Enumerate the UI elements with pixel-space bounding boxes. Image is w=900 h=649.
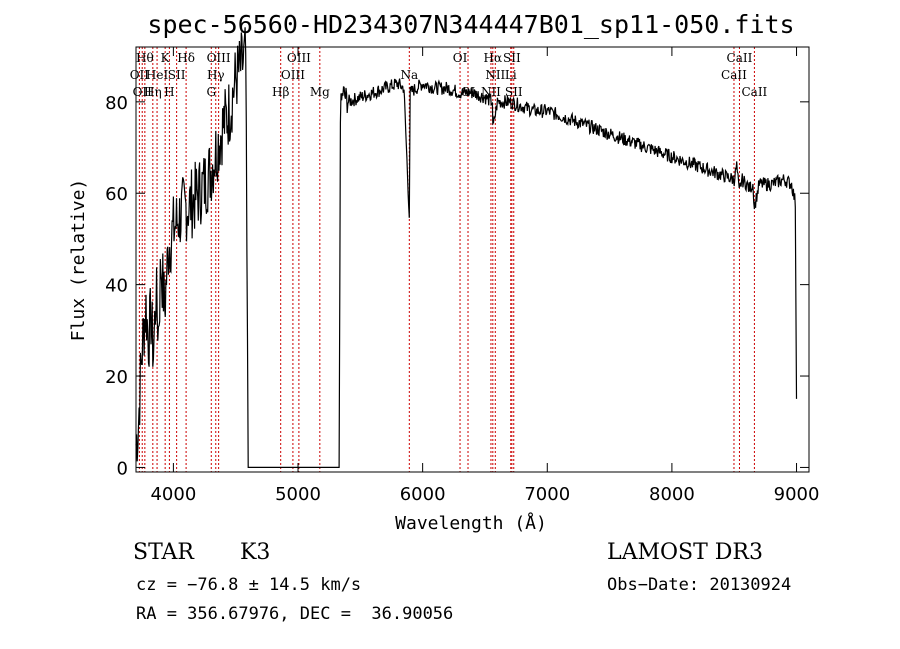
line-label: Mg (310, 85, 330, 99)
line-label: SII (168, 68, 186, 82)
x-tick-label: 6000 (400, 484, 446, 505)
x-axis-ticks: 4000 5000 6000 7000 8000 9000 (150, 47, 819, 505)
plot-frame (135, 46, 810, 473)
y-axis-label: Flux (relative) (68, 179, 89, 342)
x-axis-label: Wavelength (Å) (395, 512, 547, 534)
line-label: CaII (741, 85, 767, 99)
y-tick-label: 40 (105, 276, 128, 297)
y-axis-ticks: 0 20 40 60 80 (105, 93, 809, 479)
line-label: SII (503, 51, 521, 65)
line-label: OIII (287, 51, 311, 65)
object-class: STAR (133, 540, 194, 565)
line-label: Hγ (207, 68, 225, 82)
line-label: H (164, 85, 174, 99)
y-tick-label: 0 (117, 458, 128, 479)
x-tick-label: 7000 (524, 484, 570, 505)
redshift-cz: cz = −76.8 ± 14.5 km/s (136, 575, 362, 595)
line-label: OII (133, 85, 153, 99)
line-label: SII (505, 85, 523, 99)
line-label: Hδ (177, 51, 195, 65)
line-label: G (206, 85, 216, 99)
x-tick-label: 9000 (774, 484, 820, 505)
coordinates: RA = 356.67976, DEC = 36.90056 (136, 604, 454, 624)
y-tick-label: 60 (105, 184, 128, 205)
line-label: Hθ (136, 51, 154, 65)
line-label: Hα (484, 51, 503, 65)
line-label: HeI (146, 68, 169, 82)
x-tick-label: 8000 (649, 484, 695, 505)
line-label: OIII (281, 68, 305, 82)
line-label: Hη (144, 85, 162, 99)
line-label: CaII (727, 51, 753, 65)
line-label: CaII (721, 68, 747, 82)
line-label: Li (505, 68, 517, 82)
spectrum-line (135, 27, 798, 468)
x-tick-label: 4000 (150, 484, 196, 505)
y-tick-label: 80 (105, 93, 128, 114)
survey-name: LAMOST DR3 (607, 540, 763, 565)
observation-date: Obs−Date: 20130924 (607, 575, 792, 595)
line-label: OII (130, 68, 150, 82)
line-label: OIII (207, 51, 231, 65)
y-tick-label: 20 (105, 367, 128, 388)
chart-title: spec-56560-HD234307N344447B01_sp11-050.f… (147, 10, 794, 39)
line-label: Hβ (272, 85, 289, 99)
line-label: NII (485, 68, 505, 82)
line-label: OI (453, 51, 468, 65)
line-label: Na (400, 68, 418, 82)
emission-line-markers (138, 47, 755, 472)
object-subclass: K3 (240, 540, 271, 565)
line-label: K (161, 51, 171, 65)
x-tick-label: 5000 (275, 484, 321, 505)
